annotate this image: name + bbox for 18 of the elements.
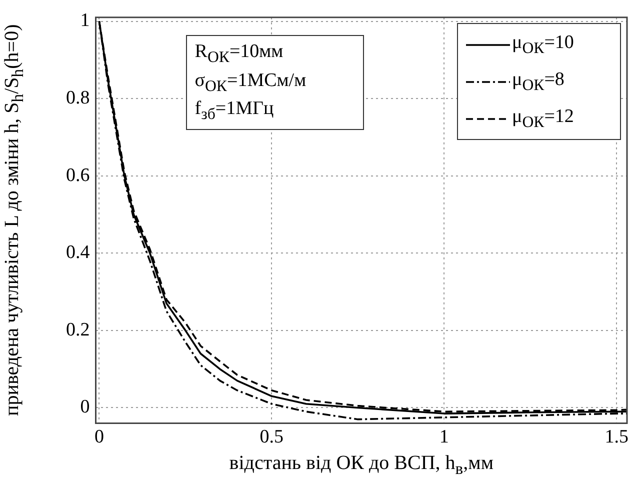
y-tick-label: 0.6 xyxy=(66,164,90,186)
legend-label: μ$_{ОК}$=10 xyxy=(512,32,574,58)
annotation: σ$_{ОК}$=1МСм/м xyxy=(194,68,308,97)
x-axis-title: відстань від ОК до ВСП, h$_{в}$,мм xyxy=(228,452,494,478)
x-tick-label: 1 xyxy=(439,426,449,448)
legend-label: μ$_{ОК}$=12 xyxy=(512,106,574,132)
annotation: f$_{зб}$=1МГц xyxy=(194,97,275,125)
x-tick-label: 0 xyxy=(94,426,104,448)
y-tick-label: 0.8 xyxy=(66,88,90,109)
y-tick-label: 0.4 xyxy=(66,242,90,264)
x-tick-label: 0.5 xyxy=(260,426,284,448)
legend-label: μ$_{ОК}$=8 xyxy=(512,68,564,95)
note-box: R$_{ОК}$=10мм σ$_{ОК}$=1МСм/м f$_{зб}$=1МГц xyxy=(186,35,364,130)
y-tick-label: 1 xyxy=(80,10,90,32)
x-tick-label: 1.5 xyxy=(604,426,629,448)
annotation: R$_{ОК}$=10мм xyxy=(194,40,284,68)
y-tick-label: 0.2 xyxy=(66,319,90,340)
y-tick-label: 0 xyxy=(80,396,90,418)
